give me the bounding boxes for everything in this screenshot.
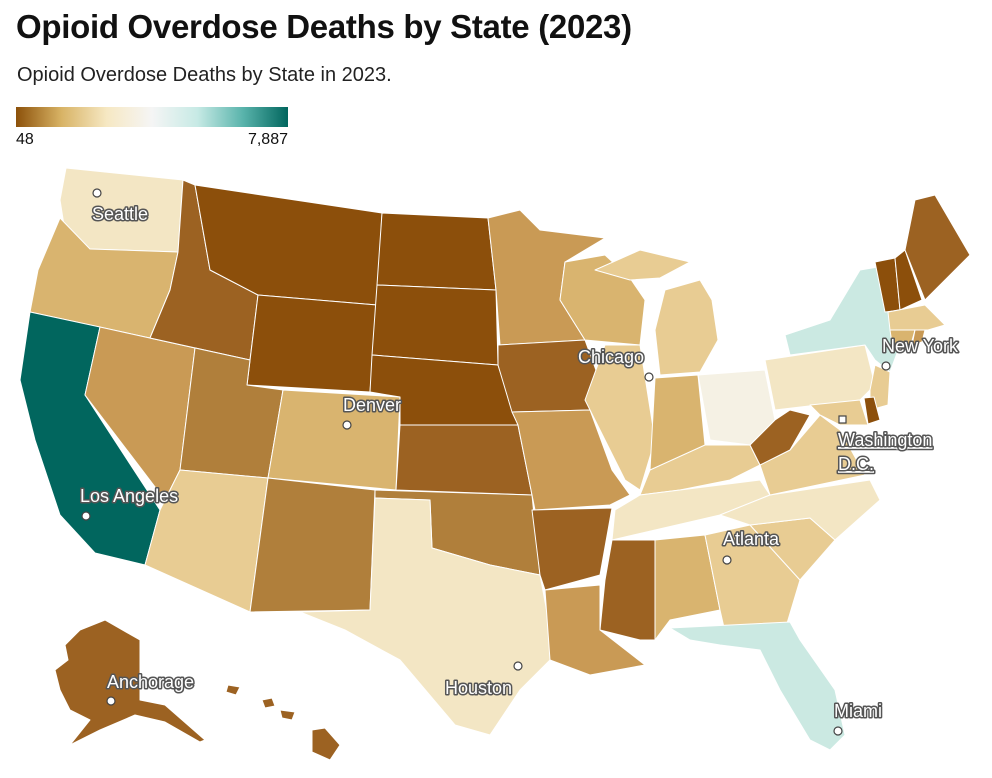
city-label: Houston bbox=[445, 678, 512, 698]
state-maine[interactable] bbox=[904, 194, 971, 301]
legend-labels: 48 7,887 bbox=[16, 131, 288, 149]
state-maryland[interactable] bbox=[809, 399, 869, 426]
city-chicago: Chicago bbox=[577, 346, 654, 382]
city-dot-icon bbox=[513, 661, 523, 671]
city-dot-icon bbox=[342, 420, 352, 430]
state-new-mexico[interactable] bbox=[249, 477, 376, 613]
state-south-dakota[interactable] bbox=[371, 284, 499, 366]
legend-min-label: 48 bbox=[16, 131, 34, 148]
state-delaware[interactable] bbox=[863, 396, 881, 425]
state-north-dakota[interactable] bbox=[376, 212, 497, 291]
city-label-line1: Washington bbox=[838, 430, 932, 450]
state-north-carolina[interactable] bbox=[719, 479, 881, 541]
state-alaska[interactable] bbox=[54, 619, 206, 746]
city-atlanta: Atlanta bbox=[722, 528, 782, 565]
city-label-line2: D.C. bbox=[838, 454, 874, 474]
legend-max-label: 7,887 bbox=[247, 131, 288, 148]
city-miami: Miami bbox=[833, 700, 884, 736]
city-dot-icon bbox=[644, 372, 654, 382]
legend-gradient-bar bbox=[16, 107, 288, 127]
page-subtitle: Opioid Overdose Deaths by State in 2023. bbox=[17, 64, 392, 86]
city-label: Anchorage bbox=[107, 672, 194, 692]
city-denver: Denver bbox=[342, 394, 403, 430]
color-legend: 48 7,887 bbox=[16, 107, 288, 149]
city-houston: Houston bbox=[444, 661, 523, 700]
city-dot-icon bbox=[92, 188, 102, 198]
state-tennessee[interactable] bbox=[611, 479, 771, 541]
state-west-virginia[interactable] bbox=[749, 409, 811, 466]
city-los-angeles: Los Angeles bbox=[79, 485, 180, 521]
city-dot-icon bbox=[81, 511, 91, 521]
city-dot-icon bbox=[833, 726, 843, 736]
state-new-hampshire[interactable] bbox=[894, 249, 923, 311]
city-label: Atlanta bbox=[723, 529, 780, 549]
state-connecticut[interactable] bbox=[889, 329, 916, 351]
city-label: Los Angeles bbox=[80, 486, 178, 506]
city-seattle: Seattle bbox=[91, 188, 150, 226]
state-florida[interactable] bbox=[669, 621, 846, 751]
city-anchorage: Anchorage bbox=[106, 671, 196, 706]
state-new-jersey[interactable] bbox=[869, 364, 891, 411]
city-square-icon bbox=[838, 415, 847, 424]
state-massachusetts[interactable] bbox=[887, 304, 946, 331]
state-alabama[interactable] bbox=[654, 534, 721, 641]
state-arkansas[interactable] bbox=[531, 507, 613, 591]
state-rhode-island[interactable] bbox=[911, 329, 926, 346]
city-new-york: New York bbox=[881, 335, 961, 371]
city-dot-icon bbox=[722, 555, 732, 565]
city-dot-icon bbox=[106, 696, 116, 706]
state-mississippi[interactable] bbox=[599, 539, 656, 641]
city-label: New York bbox=[882, 336, 959, 356]
page-title: Opioid Overdose Deaths by State (2023) bbox=[16, 8, 632, 45]
state-wyoming[interactable] bbox=[246, 294, 378, 393]
state-kansas[interactable] bbox=[395, 424, 533, 496]
state-michigan[interactable] bbox=[654, 279, 719, 376]
state-louisiana[interactable] bbox=[544, 584, 646, 676]
city-dot-icon bbox=[881, 361, 891, 371]
city-label: Miami bbox=[834, 701, 882, 721]
city-label: Denver bbox=[343, 395, 401, 415]
city-label: Chicago bbox=[578, 347, 644, 367]
state-missouri[interactable] bbox=[511, 409, 631, 511]
state-hawaii[interactable] bbox=[225, 684, 341, 761]
state-texas[interactable] bbox=[299, 497, 556, 736]
state-michigan-upper[interactable] bbox=[594, 249, 691, 281]
city-label: Seattle bbox=[92, 204, 148, 224]
city-washington-dc: Washington D.C. bbox=[837, 415, 934, 476]
state-illinois[interactable] bbox=[584, 344, 656, 491]
